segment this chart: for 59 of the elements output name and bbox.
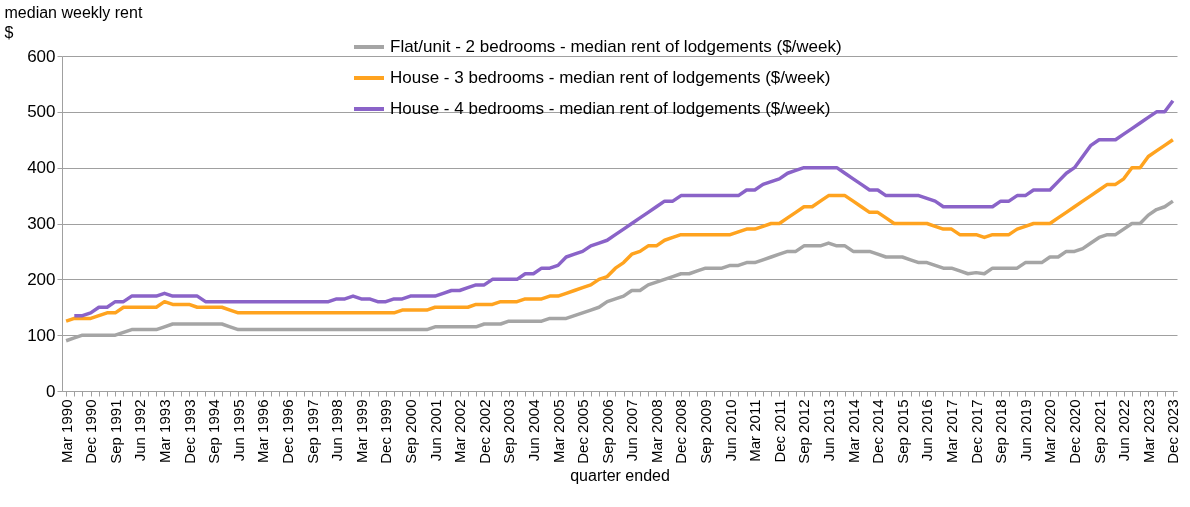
x-tick-label: Mar 2002 — [451, 399, 469, 463]
x-tick-label: Sep 2015 — [893, 399, 911, 464]
x-tick-label: Mar 2023 — [1139, 399, 1157, 463]
x-tick-label: Mar 2020 — [1041, 399, 1059, 463]
x-tick-label: Dec 1990 — [82, 399, 100, 464]
x-tick-label: Dec 1999 — [377, 399, 395, 464]
x-tick-label: Dec 2002 — [475, 399, 493, 464]
x-tick-label: Jun 1995 — [229, 399, 247, 462]
x-tick-label: Mar 1996 — [254, 399, 272, 463]
x-tick-label: Mar 2014 — [844, 399, 862, 463]
x-tick-label: Jun 1998 — [328, 399, 346, 462]
x-tick-label: Mar 2011 — [746, 399, 764, 462]
y-tick-label: 300 — [27, 214, 56, 233]
x-tick-label: Mar 2017 — [943, 399, 961, 463]
legend-label: Flat/unit - 2 bedrooms - median rent of lodgements ($/week) — [390, 37, 842, 56]
x-tick-label: Jun 2004 — [524, 399, 542, 462]
x-axis-title: quarter ended — [570, 466, 670, 484]
x-tick-label: Sep 2000 — [401, 399, 419, 464]
x-tick-label: Jun 2016 — [918, 399, 936, 462]
x-tick-label: Mar 2008 — [647, 399, 665, 463]
x-tick-label: Dec 1993 — [180, 399, 198, 464]
x-tick-label: Dec 1996 — [278, 399, 296, 464]
x-tick-label: Jun 1992 — [131, 399, 149, 462]
y-axis-title: median weekly rent $ — [4, 3, 143, 41]
x-tick-label: Sep 2021 — [1090, 399, 1108, 464]
x-tick-label: Mar 2005 — [549, 399, 567, 463]
x-tick-label: Jun 2010 — [721, 399, 739, 462]
x-tick-label: Sep 1997 — [303, 399, 321, 464]
x-tick-label: Jun 2019 — [1016, 399, 1034, 462]
x-tick-label: Mar 1993 — [155, 399, 173, 463]
y-tick-label: 0 — [46, 381, 56, 401]
legend-label: House - 4 bedrooms - median rent of lodgements ($/week) — [390, 99, 831, 118]
line-series — [72, 98, 1175, 318]
x-tick-label: Dec 2020 — [1066, 399, 1084, 464]
x-tick-label: Dec 2014 — [869, 399, 887, 464]
y-tick-label: 400 — [27, 158, 56, 178]
x-tick-label: Dec 2005 — [574, 399, 592, 464]
x-tick-label: Sep 1991 — [106, 399, 124, 464]
x-tick-label: Sep 2003 — [500, 399, 518, 464]
y-tick-label: 200 — [27, 269, 56, 289]
x-tick-label: Jun 2001 — [426, 399, 444, 462]
x-tick-label: Mar 1999 — [352, 399, 370, 463]
legend-label: House - 3 bedrooms - median rent of lodgements ($/week) — [390, 68, 831, 87]
x-tick-label: Mar 1990 — [57, 399, 75, 463]
x-tick-label: Sep 1994 — [205, 399, 223, 464]
x-tick-label: Dec 2017 — [967, 399, 985, 464]
x-tick-label: Dec 2023 — [1164, 399, 1182, 464]
x-tick-label: Jun 2022 — [1115, 399, 1133, 462]
x-tick-label: Dec 2008 — [672, 399, 690, 464]
x-tick-label: Sep 2009 — [697, 399, 715, 464]
x-tick-label: Sep 2006 — [598, 399, 616, 464]
y-tick-label: 100 — [27, 325, 56, 345]
x-tick-label: Jun 2013 — [820, 399, 838, 462]
y-tick-label: 600 — [27, 46, 56, 66]
y-tick-label: 500 — [27, 102, 56, 122]
x-tick-label: Jun 2007 — [623, 399, 641, 462]
x-tick-label: Sep 2012 — [795, 399, 813, 464]
x-tick-label: Dec 2011 — [770, 399, 788, 463]
x-tick-label: Sep 2018 — [992, 399, 1010, 464]
